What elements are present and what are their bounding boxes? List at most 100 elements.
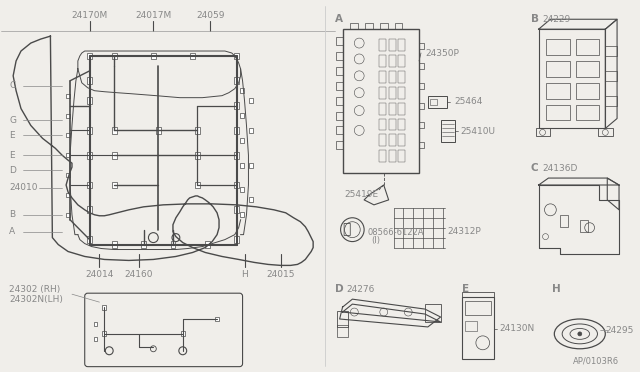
Bar bbox=[576, 39, 600, 55]
Text: A: A bbox=[9, 227, 15, 236]
Bar bbox=[547, 83, 570, 99]
Bar bbox=[399, 134, 405, 146]
Bar bbox=[234, 102, 239, 109]
Bar bbox=[379, 55, 386, 67]
Bar bbox=[465, 321, 477, 331]
Text: 24302 (RH): 24302 (RH) bbox=[9, 285, 61, 294]
Text: 24010: 24010 bbox=[9, 183, 38, 192]
Text: 24350P: 24350P bbox=[425, 48, 459, 58]
Bar bbox=[141, 241, 146, 248]
Bar bbox=[388, 55, 396, 67]
Bar bbox=[180, 331, 185, 336]
Bar bbox=[388, 150, 396, 162]
Bar bbox=[365, 23, 373, 29]
Text: AP/0103R6: AP/0103R6 bbox=[573, 356, 619, 365]
Text: 24302N(LH): 24302N(LH) bbox=[9, 295, 63, 304]
Text: 24130N: 24130N bbox=[499, 324, 534, 333]
Bar bbox=[66, 173, 70, 177]
Bar bbox=[580, 220, 588, 232]
Text: 24170M: 24170M bbox=[72, 11, 108, 20]
Bar bbox=[388, 103, 396, 115]
Text: 24312P: 24312P bbox=[447, 227, 481, 236]
Bar bbox=[419, 122, 424, 128]
Bar bbox=[379, 119, 386, 131]
Text: G: G bbox=[9, 116, 16, 125]
Bar bbox=[399, 39, 405, 51]
Bar bbox=[576, 83, 600, 99]
Text: E: E bbox=[462, 284, 469, 294]
Text: 24015: 24015 bbox=[266, 270, 295, 279]
Bar bbox=[462, 297, 493, 359]
Bar bbox=[66, 113, 70, 118]
Text: 24017M: 24017M bbox=[135, 11, 172, 20]
Bar bbox=[195, 127, 200, 134]
Bar bbox=[547, 61, 570, 77]
Text: 25410U: 25410U bbox=[460, 127, 495, 136]
Bar bbox=[379, 103, 386, 115]
Bar bbox=[112, 241, 116, 248]
Bar bbox=[394, 23, 403, 29]
Text: B: B bbox=[9, 210, 15, 219]
Bar bbox=[205, 241, 210, 248]
Bar bbox=[539, 29, 605, 128]
Text: 24160: 24160 bbox=[124, 270, 153, 279]
Bar bbox=[87, 77, 92, 84]
Bar bbox=[239, 138, 244, 143]
Bar bbox=[388, 87, 396, 99]
Bar bbox=[234, 206, 239, 213]
Bar bbox=[66, 213, 70, 217]
Bar bbox=[399, 71, 405, 83]
Bar bbox=[195, 182, 200, 189]
Bar bbox=[102, 331, 106, 336]
Bar bbox=[399, 119, 405, 131]
Bar bbox=[419, 63, 424, 69]
Text: 24059: 24059 bbox=[196, 11, 225, 20]
Text: 24295: 24295 bbox=[605, 326, 634, 336]
Bar bbox=[190, 52, 195, 60]
Bar bbox=[234, 182, 239, 189]
Bar bbox=[250, 198, 253, 202]
Text: Ⓢ: Ⓢ bbox=[342, 223, 351, 237]
Bar bbox=[399, 55, 405, 67]
Bar bbox=[419, 142, 424, 148]
Text: 25419E: 25419E bbox=[344, 190, 379, 199]
Text: D: D bbox=[335, 284, 343, 294]
Text: D: D bbox=[9, 166, 16, 174]
Text: A: A bbox=[335, 14, 343, 24]
Bar bbox=[605, 96, 617, 106]
Bar bbox=[388, 39, 396, 51]
Text: 24276: 24276 bbox=[346, 285, 375, 294]
Bar bbox=[379, 134, 386, 146]
Bar bbox=[87, 127, 92, 134]
Text: 24136D: 24136D bbox=[543, 164, 578, 173]
Bar bbox=[87, 52, 92, 60]
Bar bbox=[388, 119, 396, 131]
Bar bbox=[462, 292, 493, 297]
Text: H: H bbox=[241, 270, 248, 279]
Bar bbox=[388, 134, 396, 146]
Text: 24229: 24229 bbox=[543, 15, 571, 24]
Bar bbox=[87, 152, 92, 159]
Bar bbox=[465, 301, 491, 315]
Text: C: C bbox=[531, 163, 538, 173]
Text: 25464: 25464 bbox=[454, 97, 483, 106]
Bar bbox=[336, 82, 342, 90]
Bar bbox=[215, 317, 219, 321]
Text: 08566-6122A: 08566-6122A bbox=[367, 228, 424, 237]
Bar bbox=[66, 193, 70, 197]
Bar bbox=[440, 121, 455, 142]
Bar bbox=[430, 99, 436, 105]
Bar bbox=[112, 52, 116, 60]
Bar bbox=[239, 187, 244, 192]
Bar bbox=[87, 236, 92, 243]
Bar bbox=[342, 29, 419, 173]
Bar bbox=[336, 52, 342, 60]
Bar bbox=[93, 322, 97, 326]
Text: E: E bbox=[9, 131, 15, 140]
Bar bbox=[419, 83, 424, 89]
Bar bbox=[234, 77, 239, 84]
Text: H: H bbox=[552, 284, 561, 294]
Bar bbox=[66, 134, 70, 137]
Bar bbox=[379, 150, 386, 162]
Text: —: — bbox=[600, 326, 608, 336]
